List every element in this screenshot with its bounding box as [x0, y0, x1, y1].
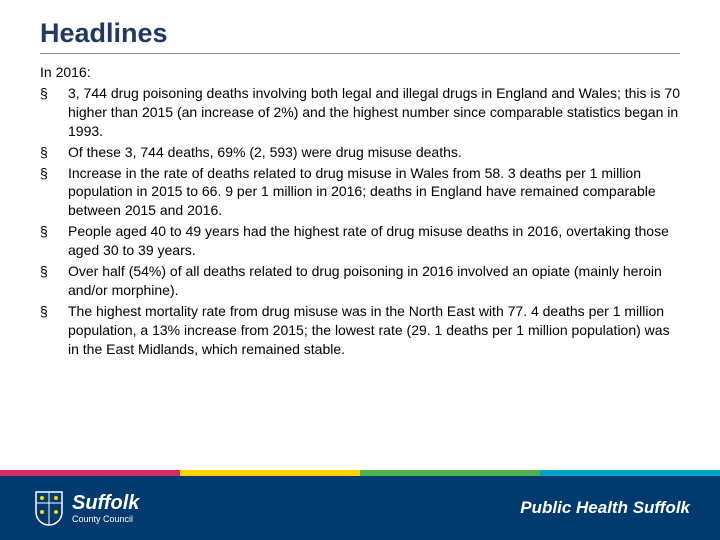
logo-name: Suffolk — [72, 493, 139, 513]
footer-bar: Suffolk County Council Public Health Suf… — [0, 476, 720, 540]
color-stripes — [0, 470, 720, 476]
footer: Suffolk County Council Public Health Suf… — [0, 470, 720, 540]
slide-content: Headlines In 2016: 3, 744 drug poisoning… — [0, 0, 720, 358]
public-health-suffolk: Public Health Suffolk — [520, 498, 690, 518]
stripe-green — [360, 470, 540, 476]
headline-list: 3, 744 drug poisoning deaths involving b… — [40, 84, 680, 358]
list-item: People aged 40 to 49 years had the highe… — [40, 222, 680, 260]
stripe-blue — [540, 470, 720, 476]
stripe-yellow — [180, 470, 360, 476]
suffolk-logo: Suffolk County Council — [34, 490, 139, 526]
intro-text: In 2016: — [40, 64, 680, 80]
crest-icon — [34, 490, 64, 526]
stripe-pink — [0, 470, 180, 476]
suffolk-text: Suffolk County Council — [72, 493, 139, 524]
list-item: The highest mortality rate from drug mis… — [40, 302, 680, 359]
list-item: Increase in the rate of deaths related t… — [40, 164, 680, 221]
list-item: 3, 744 drug poisoning deaths involving b… — [40, 84, 680, 141]
page-title: Headlines — [40, 18, 680, 54]
list-item: Of these 3, 744 deaths, 69% (2, 593) wer… — [40, 143, 680, 162]
logo-subtitle: County Council — [72, 515, 139, 524]
list-item: Over half (54%) of all deaths related to… — [40, 262, 680, 300]
